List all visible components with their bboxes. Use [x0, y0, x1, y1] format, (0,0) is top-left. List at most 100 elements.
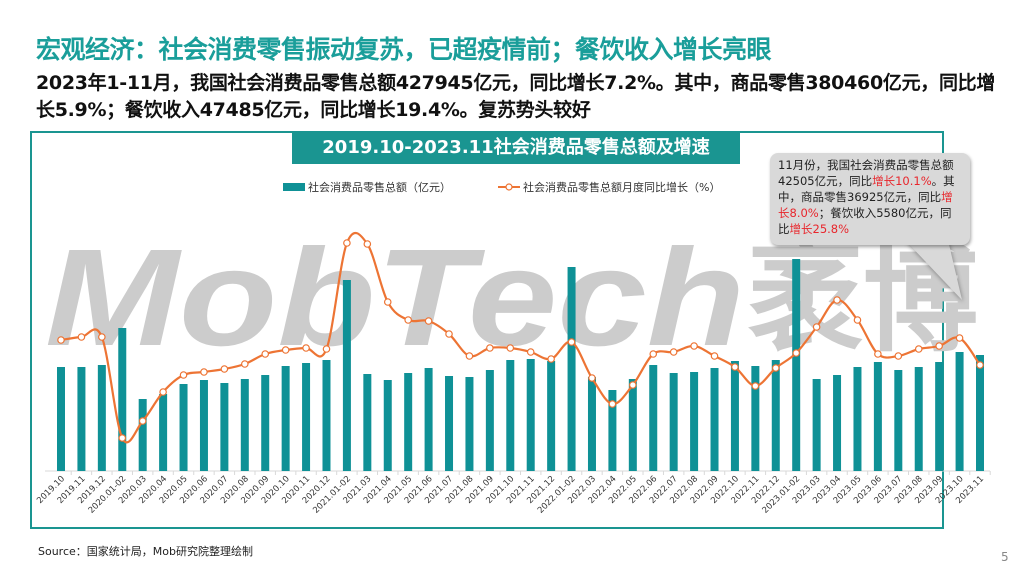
- line-marker: [914, 345, 923, 353]
- line-marker: [976, 361, 984, 369]
- bar: [97, 365, 106, 471]
- line-swatch-icon: [498, 183, 520, 191]
- bar: [608, 390, 617, 471]
- line-marker: [853, 316, 862, 324]
- bar: [853, 367, 862, 471]
- line-marker: [629, 381, 637, 389]
- legend-line-label: 社会消费品零售总额月度同比增长（%）: [523, 181, 721, 194]
- callout-highlight: 增长8.0%: [778, 190, 953, 220]
- page-number: 5: [1001, 550, 1009, 564]
- legend-item-bar: 社会消费品零售总额（亿元）: [283, 179, 451, 195]
- bar: [281, 366, 290, 471]
- bar: [812, 379, 821, 471]
- callout-tail: [905, 240, 962, 300]
- line-markers: [57, 239, 984, 442]
- line-marker: [465, 352, 474, 360]
- line-marker: [588, 374, 596, 382]
- source-note: Source：国家统计局，Mob研究院整理绘制: [38, 545, 253, 558]
- bar: [526, 359, 535, 471]
- bar: [792, 259, 801, 471]
- bar: [138, 399, 147, 471]
- line-marker: [424, 317, 433, 325]
- bar: [567, 267, 576, 471]
- line-marker: [567, 338, 576, 346]
- line-marker: [220, 365, 229, 373]
- bar: [935, 362, 944, 471]
- line-marker: [955, 334, 964, 342]
- callout-highlight: 增长10.1%: [872, 174, 932, 188]
- bar: [833, 375, 842, 471]
- bar: [424, 368, 433, 471]
- bar: [771, 360, 780, 471]
- x-axis-ticks: [70, 471, 991, 475]
- bar: [894, 370, 903, 471]
- line-marker: [404, 316, 412, 324]
- callout-highlight: 增长25.8%: [789, 222, 850, 236]
- bar: [465, 377, 474, 471]
- bar: [485, 370, 494, 471]
- bar: [873, 362, 882, 471]
- line-marker: [526, 348, 535, 356]
- line-marker: [486, 344, 494, 352]
- x-axis-labels: 2019.102019.112019.122020.01-022020.0320…: [35, 474, 986, 516]
- line-marker: [894, 352, 903, 360]
- line-marker: [261, 350, 270, 358]
- bar: [77, 367, 86, 471]
- line-marker: [118, 434, 127, 442]
- callout-text: 11月份，我国社会消费品零售总额42505亿元，同比: [778, 158, 954, 188]
- bar-swatch-icon: [283, 183, 305, 191]
- line-marker: [302, 344, 310, 352]
- line-marker: [322, 345, 331, 353]
- bar-series: [57, 259, 984, 471]
- line-marker: [98, 333, 106, 341]
- page-headline: 宏观经济：社会消费零售振动复苏，已超疫情前；餐饮收入增长亮眼: [36, 35, 772, 64]
- bar: [547, 361, 556, 471]
- line-marker: [281, 346, 290, 354]
- bar: [751, 366, 760, 471]
- bar: [955, 352, 964, 471]
- line-marker: [935, 342, 943, 350]
- bar: [649, 365, 658, 471]
- line-marker: [771, 364, 780, 372]
- bar: [690, 372, 699, 471]
- line-marker: [77, 333, 86, 341]
- bar: [383, 380, 392, 471]
- line-marker: [179, 371, 188, 379]
- bar: [302, 363, 311, 471]
- line-marker: [547, 355, 555, 363]
- bar: [404, 373, 413, 471]
- bar: [220, 383, 229, 471]
- line-marker: [57, 336, 65, 344]
- bar: [914, 367, 923, 471]
- callout-text: 。其中，商品零售36925亿元，同比: [778, 174, 955, 204]
- bar: [669, 373, 678, 471]
- bar: [445, 376, 454, 471]
- line-marker: [200, 368, 208, 376]
- line-marker: [669, 348, 678, 356]
- line-marker: [731, 363, 739, 371]
- line-marker: [445, 330, 453, 338]
- line-marker: [383, 298, 392, 306]
- line-marker: [363, 240, 372, 248]
- chart-title: 2019.10-2023.11社会消费品零售总额及增速: [292, 131, 740, 164]
- line-marker: [159, 388, 167, 396]
- line-marker: [138, 417, 147, 425]
- bar: [179, 384, 188, 471]
- bar: [976, 355, 984, 471]
- line-marker: [608, 400, 617, 408]
- line-marker: [792, 349, 801, 357]
- bar: [199, 380, 208, 471]
- bar: [342, 280, 351, 471]
- callout-box: 11月份，我国社会消费品零售总额42505亿元，同比增长10.1%。其中，商品零…: [770, 153, 970, 245]
- line-marker: [241, 360, 249, 368]
- line-marker: [343, 239, 351, 247]
- line-marker: [690, 342, 698, 350]
- bar: [506, 360, 515, 471]
- bar: [159, 394, 168, 471]
- bar: [118, 328, 127, 471]
- bar: [363, 374, 372, 471]
- summary-text: 2023年1-11月，我国社会消费品零售总额427945亿元，同比增长7.2%。…: [36, 72, 996, 121]
- bar: [57, 367, 65, 471]
- line-marker: [874, 350, 882, 358]
